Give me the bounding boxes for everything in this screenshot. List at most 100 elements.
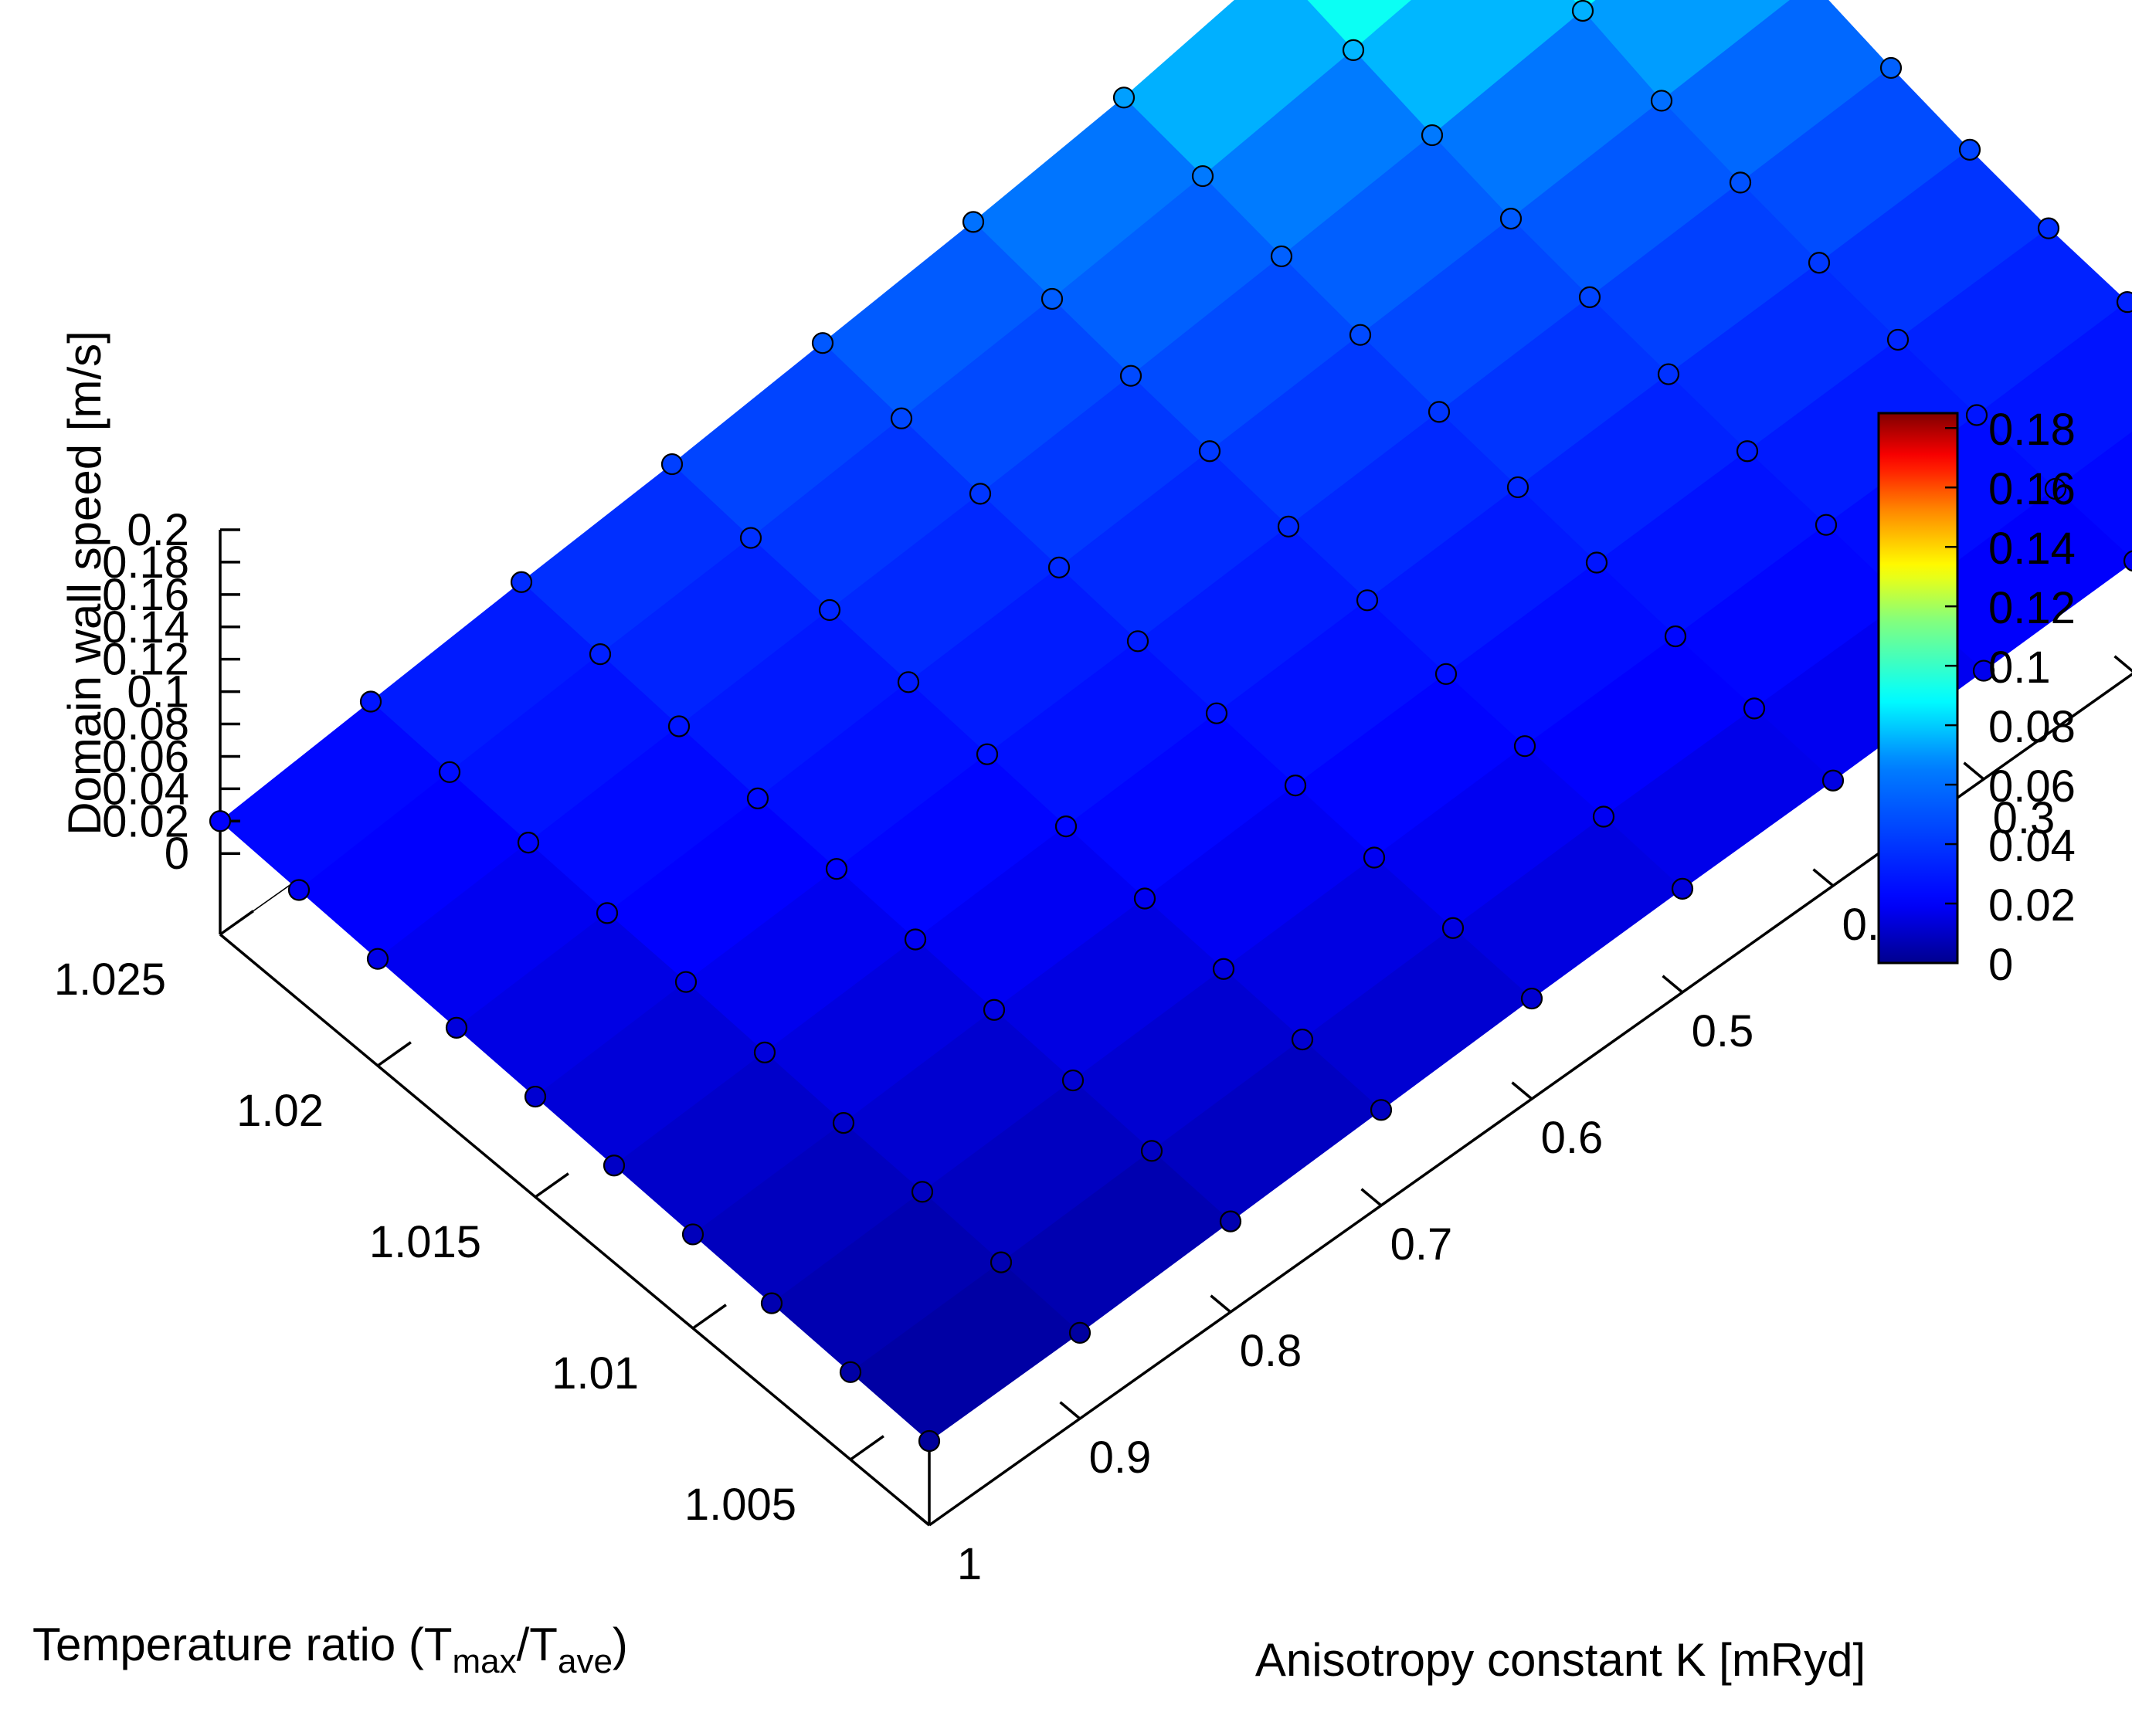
data-point bbox=[1363, 846, 1386, 869]
data-point bbox=[1441, 917, 1465, 939]
data-point bbox=[1650, 90, 1673, 112]
data-point bbox=[1041, 287, 1064, 310]
x-tick bbox=[2113, 655, 2132, 673]
data-point bbox=[1571, 0, 1594, 22]
z-tick-label: 0.2 bbox=[127, 505, 189, 555]
y-label-sub-max: max bbox=[453, 1643, 517, 1680]
data-point bbox=[1729, 171, 1752, 194]
colorbar-tick-label: 0.04 bbox=[1988, 821, 2076, 871]
data-point bbox=[1578, 286, 1601, 308]
data-point bbox=[1047, 556, 1071, 578]
data-point bbox=[1370, 1099, 1393, 1121]
data-point bbox=[897, 671, 920, 693]
x-tick-label: 0.7 bbox=[1390, 1219, 1453, 1270]
x-tick-label: 0.8 bbox=[1240, 1326, 1302, 1376]
colorbar-tick-label: 0.16 bbox=[1988, 464, 2076, 514]
data-point bbox=[1191, 164, 1214, 188]
data-point bbox=[890, 407, 913, 429]
x-tick bbox=[1963, 761, 1985, 781]
y-tick-label: 1.005 bbox=[684, 1480, 796, 1530]
z-tick-label: 0.16 bbox=[102, 570, 189, 620]
data-point bbox=[818, 598, 841, 622]
data-point bbox=[1972, 659, 1995, 682]
data-point bbox=[2116, 291, 2132, 314]
data-point bbox=[1054, 815, 1078, 838]
data-point bbox=[674, 971, 698, 993]
y-axis-label: Temperature ratio (Tmax/Tave) bbox=[32, 1619, 628, 1680]
data-point bbox=[811, 332, 834, 354]
data-point bbox=[1879, 56, 1903, 80]
data-point bbox=[1736, 440, 1759, 463]
x-tick bbox=[1059, 1401, 1081, 1420]
data-point bbox=[2123, 550, 2132, 572]
data-point bbox=[904, 928, 927, 951]
data-point bbox=[1592, 805, 1615, 828]
y-tick-label: 1.025 bbox=[54, 954, 166, 1005]
data-point bbox=[1499, 208, 1523, 230]
x-tick bbox=[908, 1507, 931, 1527]
y-label-sub-ave: ave bbox=[558, 1643, 613, 1680]
data-point bbox=[1356, 589, 1379, 612]
data-point bbox=[1664, 625, 1687, 648]
data-point bbox=[1808, 252, 1831, 274]
data-point bbox=[1743, 697, 1766, 720]
data-point bbox=[667, 715, 691, 737]
z-tick-label: 0 bbox=[165, 829, 189, 879]
data-point bbox=[1815, 514, 1838, 536]
data-point bbox=[1886, 328, 1910, 351]
z-tick-label: 0.02 bbox=[102, 796, 189, 846]
y-label-slash: /T bbox=[517, 1619, 558, 1670]
x-tick-label: 0.3 bbox=[1993, 793, 2056, 843]
data-point bbox=[1133, 887, 1156, 910]
x-axis-label: Anisotropy constant K [mRyd] bbox=[1255, 1634, 1866, 1686]
data-point bbox=[1277, 515, 1300, 537]
z-tick-label: 0.18 bbox=[102, 537, 189, 588]
data-point bbox=[510, 571, 533, 593]
data-point bbox=[1119, 364, 1142, 387]
data-points bbox=[209, 0, 2132, 1453]
data-point bbox=[1205, 702, 1228, 724]
axis-labels: Domain wall speed [m/s] Anisotropy const… bbox=[32, 331, 1866, 1686]
colorbar-tick-label: 0.06 bbox=[1988, 761, 2076, 812]
z-tick-label: 0.04 bbox=[102, 764, 189, 814]
data-point bbox=[1140, 1140, 1163, 1162]
colorbar-tick-label: 0.18 bbox=[1988, 405, 2076, 455]
data-point bbox=[1198, 440, 1221, 463]
data-point bbox=[1434, 663, 1458, 685]
data-point bbox=[1219, 1210, 1242, 1232]
front-axes: 10.90.80.70.60.50.40.30.20.11.0051.011.0… bbox=[54, 505, 2132, 1589]
x-tick bbox=[1812, 868, 1835, 887]
z-tick-label: 0.08 bbox=[102, 700, 189, 750]
x-tick bbox=[1511, 1081, 1533, 1100]
data-point bbox=[2044, 477, 2067, 500]
y-tick-label: 1.01 bbox=[552, 1348, 639, 1399]
data-point bbox=[839, 1361, 862, 1383]
data-point bbox=[1821, 769, 1845, 792]
data-point bbox=[1270, 245, 1293, 268]
z-tick-label: 0.06 bbox=[102, 731, 189, 782]
data-point bbox=[1291, 1028, 1314, 1051]
y-tick-label: 1.015 bbox=[369, 1217, 481, 1267]
colorbar-tick-label: 0.02 bbox=[1988, 880, 2076, 931]
z-tick-label: 0.14 bbox=[102, 602, 189, 653]
data-point bbox=[1958, 138, 1981, 161]
data-point bbox=[517, 831, 540, 854]
colorbar-tick-label: 0.12 bbox=[1988, 583, 2076, 633]
data-point bbox=[990, 1251, 1013, 1273]
data-point bbox=[603, 1155, 626, 1177]
x-tick-label: 0.6 bbox=[1541, 1113, 1604, 1163]
data-point bbox=[1421, 124, 1444, 147]
data-point bbox=[1284, 774, 1307, 797]
data-point bbox=[1068, 1321, 1091, 1344]
data-point bbox=[359, 690, 382, 713]
colorbar-tick-label: 0 bbox=[1988, 940, 2013, 990]
colorbar-tick-label: 0.14 bbox=[1988, 524, 2076, 574]
data-point bbox=[1126, 630, 1149, 653]
data-point bbox=[969, 483, 992, 505]
data-point bbox=[1349, 324, 1372, 346]
colorbar-tick-label: 0.08 bbox=[1988, 702, 2076, 752]
data-point bbox=[911, 1181, 934, 1203]
data-point bbox=[1061, 1069, 1085, 1092]
data-point bbox=[1513, 735, 1536, 758]
